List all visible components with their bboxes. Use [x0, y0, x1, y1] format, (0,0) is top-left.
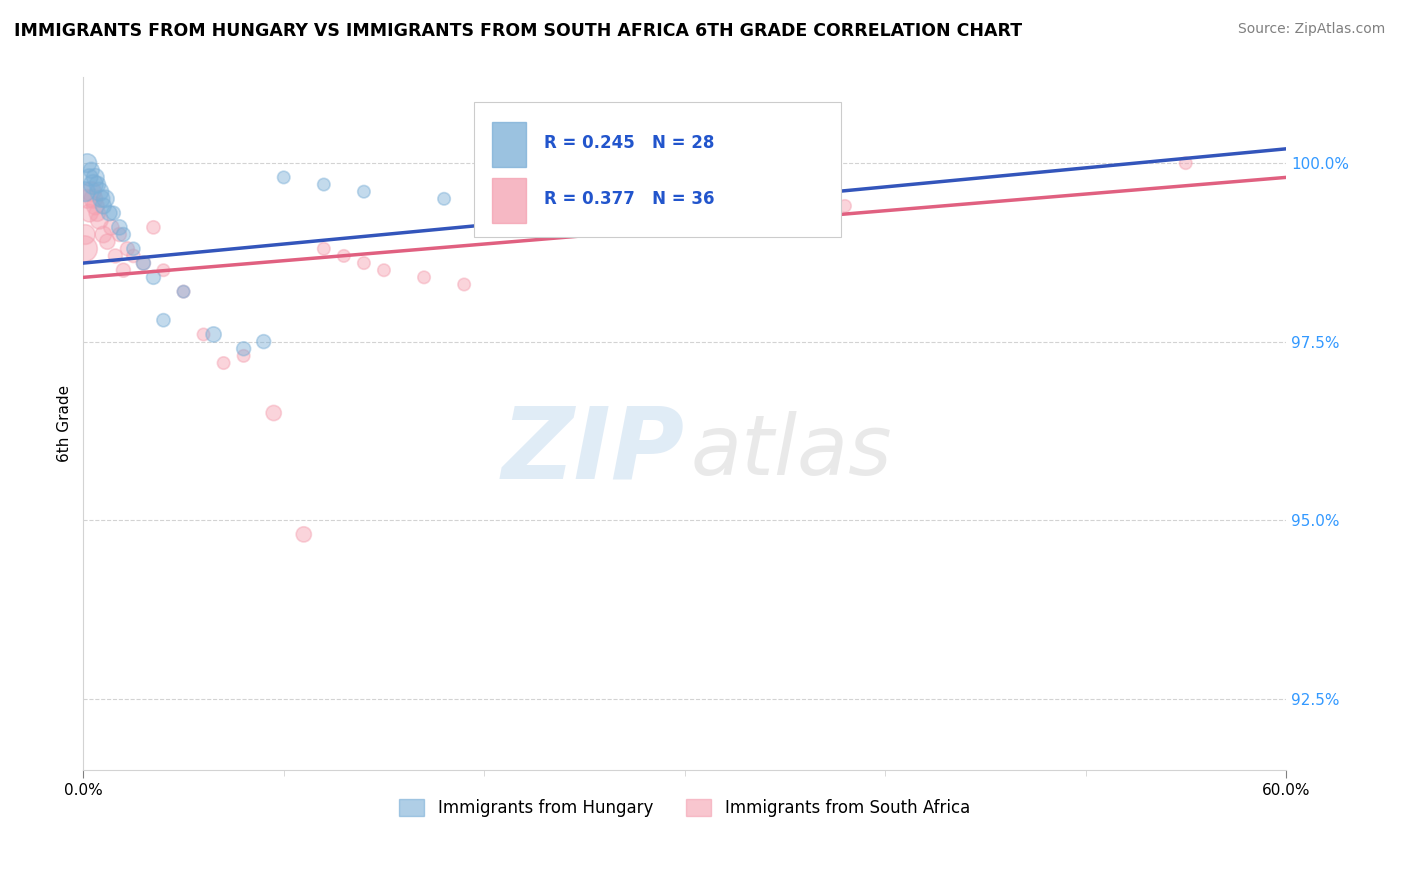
Text: R = 0.377   N = 36: R = 0.377 N = 36 [544, 190, 714, 208]
Point [112, 263, 135, 277]
Point [84, 170, 107, 185]
Point [453, 277, 475, 292]
Point [73, 242, 96, 256]
Point [132, 256, 155, 270]
Y-axis label: 6th Grade: 6th Grade [58, 385, 72, 462]
Point [232, 349, 254, 363]
Point [103, 206, 125, 220]
Point [142, 270, 165, 285]
Point [100, 220, 122, 235]
Text: Source: ZipAtlas.com: Source: ZipAtlas.com [1237, 22, 1385, 37]
Point [633, 192, 655, 206]
Point [373, 263, 395, 277]
Point [312, 242, 335, 256]
Point [108, 227, 131, 242]
Point [173, 285, 195, 299]
Point [104, 249, 127, 263]
Point [333, 249, 356, 263]
Point [76, 192, 98, 206]
Text: R = 0.245   N = 28: R = 0.245 N = 28 [544, 134, 714, 153]
Text: IMMIGRANTS FROM HUNGARY VS IMMIGRANTS FROM SOUTH AFRICA 6TH GRADE CORRELATION CH: IMMIGRANTS FROM HUNGARY VS IMMIGRANTS FR… [14, 22, 1022, 40]
Point [91, 227, 114, 242]
Point [80, 163, 103, 178]
Point [263, 406, 285, 420]
FancyBboxPatch shape [492, 178, 526, 223]
Point [117, 242, 139, 256]
Point [79, 170, 101, 185]
Point [433, 192, 456, 206]
Point [152, 313, 174, 327]
Point [94, 192, 117, 206]
Point [152, 263, 174, 277]
Point [353, 256, 375, 270]
Point [80, 185, 103, 199]
Point [834, 199, 856, 213]
Point [82, 178, 104, 192]
Point [86, 206, 108, 220]
Point [89, 213, 111, 227]
Point [513, 185, 536, 199]
Point [86, 178, 108, 192]
Point [173, 285, 195, 299]
Point [142, 220, 165, 235]
Point [232, 342, 254, 356]
Point [108, 220, 131, 235]
Point [75, 227, 97, 242]
Point [202, 327, 225, 342]
Point [91, 199, 114, 213]
Point [654, 156, 676, 170]
FancyBboxPatch shape [474, 102, 841, 236]
Point [353, 185, 375, 199]
Point [292, 527, 315, 541]
Point [82, 192, 104, 206]
Point [112, 227, 135, 242]
Point [1174, 156, 1197, 170]
Point [84, 199, 107, 213]
Point [273, 170, 295, 185]
Point [98, 206, 121, 220]
Point [253, 334, 276, 349]
Point [312, 178, 335, 192]
Text: ZIP: ZIP [502, 403, 685, 500]
Point [212, 356, 235, 370]
Point [79, 206, 101, 220]
Point [76, 156, 98, 170]
Point [89, 185, 111, 199]
Point [75, 185, 97, 199]
Point [132, 256, 155, 270]
Point [413, 270, 436, 285]
FancyBboxPatch shape [492, 122, 526, 168]
Point [90, 192, 112, 206]
Point [96, 235, 118, 249]
Point [122, 242, 145, 256]
Legend: Immigrants from Hungary, Immigrants from South Africa: Immigrants from Hungary, Immigrants from… [392, 792, 977, 824]
Text: atlas: atlas [690, 411, 893, 491]
Point [193, 327, 215, 342]
Point [122, 249, 145, 263]
